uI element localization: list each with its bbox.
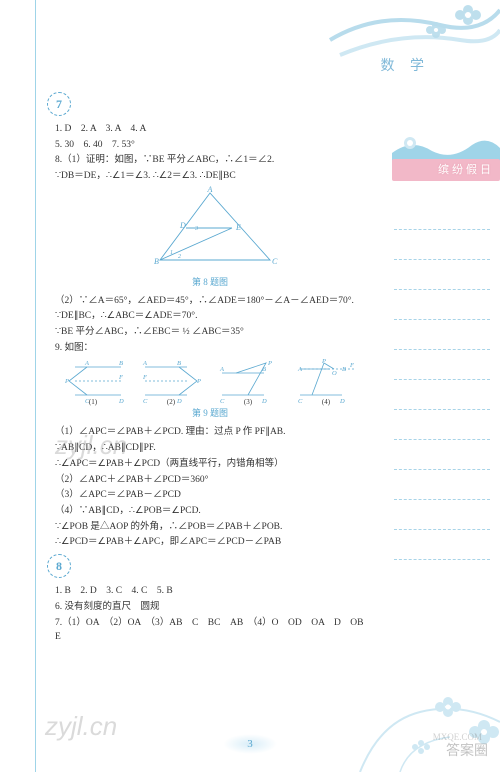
bottom-decoration: [320, 652, 500, 772]
svg-text:P: P: [321, 358, 326, 365]
answer-line: ∵DB＝DE，∴∠1＝∠3. ∴∠2＝∠3. ∴DE∥BC: [55, 169, 365, 184]
svg-text:3: 3: [194, 226, 198, 232]
figure-9-caption: 第 9 题图: [55, 407, 365, 421]
answer-line: 9. 如图：: [55, 341, 365, 356]
svg-text:D: D: [176, 398, 182, 405]
answer-line: ∵DE∥BC，∴∠ABC＝∠ADE＝70°.: [55, 309, 365, 324]
page-number: 3: [223, 734, 277, 754]
answer-line: 8.（1）证明：如图，∵BE 平分∠ABC，∴∠1＝∠2.: [55, 153, 365, 168]
svg-text:O: O: [332, 370, 337, 377]
figure-8: A D E B C 3 1 2: [55, 188, 365, 274]
svg-text:A: A: [297, 366, 302, 373]
svg-text:1: 1: [170, 250, 173, 256]
svg-text:C: C: [272, 257, 278, 266]
svg-text:A: A: [207, 185, 213, 194]
svg-text:(2): (2): [167, 398, 176, 406]
svg-text:C: C: [220, 398, 225, 405]
svg-text:P: P: [196, 378, 201, 385]
top-decoration: [320, 0, 500, 90]
answer-line: （2）∵∠A＝65°，∠AED＝45°，∴∠ADE＝180°－∠A－∠AED＝7…: [55, 294, 365, 309]
answer-line: （3）∠APC＝∠PAB－∠PCD: [55, 488, 365, 503]
svg-text:(1): (1): [89, 398, 98, 406]
svg-text:A: A: [84, 360, 89, 367]
page-left-border: [35, 0, 36, 772]
svg-text:B: B: [262, 366, 266, 373]
holiday-label: 缤纷假日: [438, 161, 494, 177]
svg-text:(3): (3): [244, 398, 253, 406]
svg-text:D: D: [339, 398, 345, 405]
figure-8-caption: 第 8 题图: [55, 276, 365, 290]
answer-line: ∵AB∥CD，∴AB∥CD∥PF.: [55, 441, 365, 456]
svg-text:C: C: [143, 398, 148, 405]
svg-text:B: B: [119, 360, 123, 367]
svg-text:E: E: [235, 223, 241, 232]
holiday-tag: 缤纷假日: [392, 155, 500, 193]
answer-line: ∴∠APC＝∠PAB＋∠PCD（两直线平行，内错角相等）: [55, 457, 365, 472]
answer-line: 1. D 2. A 3. A 4. A: [55, 122, 365, 137]
svg-text:D: D: [179, 221, 186, 230]
section-badge-8: 8: [47, 554, 71, 578]
figure-9: A B P F C D (1) A B F P C D (2): [55, 359, 365, 405]
answer-line: ∴∠PCD＝∠PAB＋∠APC，即∠APC＝∠PCD－∠PAB: [55, 535, 365, 550]
answer-line: （1）∠APC＝∠PAB＋∠PCD. 理由：过点 P 作 PF∥AB.: [55, 425, 365, 440]
answer-line: 7.（1）OA （2）OA （3）AB C BC AB （4）O OD OA D…: [55, 616, 365, 645]
svg-text:F: F: [142, 374, 148, 381]
main-content: 7 1. D 2. A 3. A 4. A 5. 30 6. 40 7. 53°…: [55, 88, 365, 646]
answer-line: ∵BE 平分∠ABC，∴∠EBC＝ ½ ∠ABC＝35°: [55, 325, 365, 340]
svg-text:D: D: [261, 398, 267, 405]
svg-text:A: A: [142, 360, 147, 367]
svg-text:(4): (4): [322, 398, 331, 406]
watermark: zyjl.cn: [45, 711, 117, 742]
subject-header: 数 学: [381, 55, 431, 75]
answer-line: ∵∠POB 是△AOP 的外角，∴∠POB＝∠PAB＋∠POB.: [55, 520, 365, 535]
answer-line: 5. 30 6. 40 7. 53°: [55, 138, 365, 153]
svg-text:A: A: [219, 366, 224, 373]
answer-line: （2）∠APC＋∠PAB＋∠PCD＝360°: [55, 473, 365, 488]
svg-text:C: C: [298, 398, 303, 405]
watermark-site: MXQE.COM: [433, 732, 482, 742]
svg-text:B: B: [342, 366, 346, 373]
svg-text:B: B: [154, 257, 159, 266]
section-badge-7: 7: [47, 92, 71, 116]
svg-text:D: D: [118, 398, 124, 405]
answer-line: 6. 没有刻度的直尺 圆规: [55, 600, 365, 615]
svg-text:P: P: [64, 378, 69, 385]
answer-line: （4）∵AB∥CD，∴∠POB＝∠PCD.: [55, 504, 365, 519]
side-note-lines: [394, 200, 490, 560]
svg-text:2: 2: [178, 254, 181, 260]
watermark-brand: 答案圈: [446, 740, 488, 760]
svg-text:F: F: [118, 374, 124, 381]
answer-line: 1. B 2. D 3. C 4. C 5. B: [55, 584, 365, 599]
svg-text:P: P: [267, 360, 272, 367]
svg-text:B: B: [177, 360, 181, 367]
svg-text:F: F: [349, 362, 355, 369]
